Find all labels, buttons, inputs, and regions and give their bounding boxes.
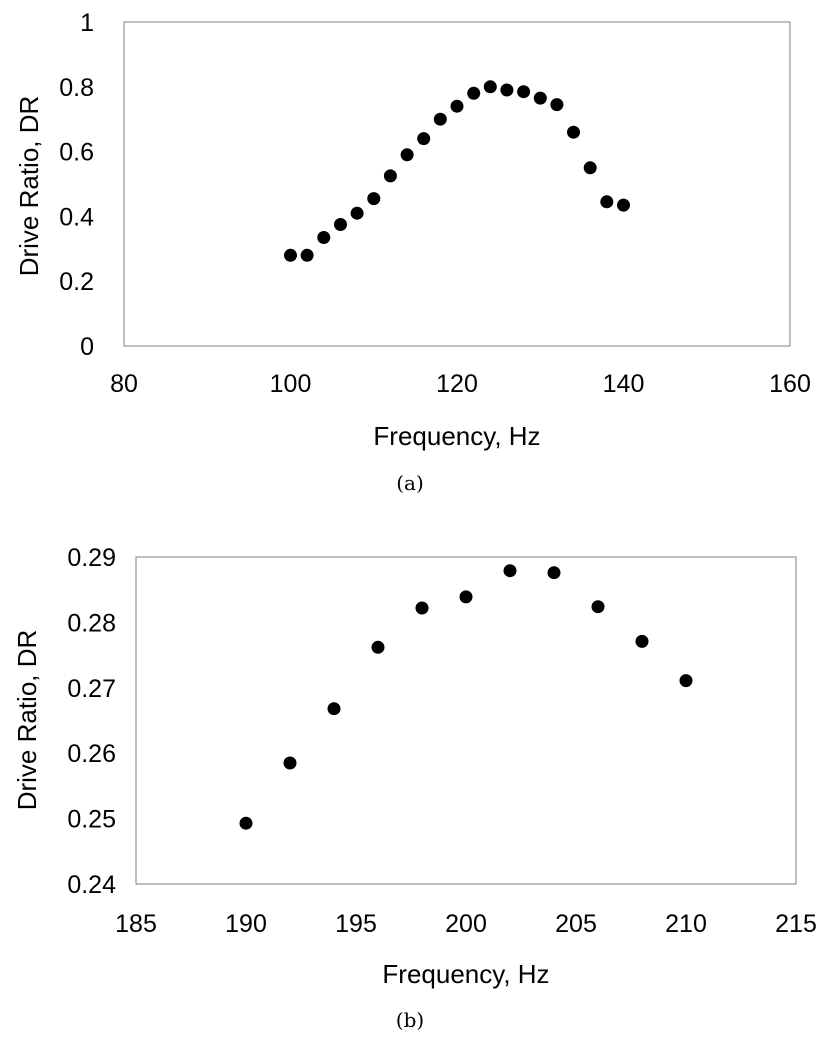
chart-b-y-tick-label: 0.27 [67, 675, 116, 703]
chart-a-data-point [483, 80, 497, 94]
chart-a-data-point [600, 195, 614, 209]
chart-a-data-point [450, 99, 464, 113]
chart-a-x-tick-labels: 80 100 120 140 160 [110, 370, 811, 398]
chart-a: 80 100 120 140 160 0 0.2 0.4 0.6 0.8 1 Frequency,… [14, 9, 811, 495]
chart-a-y-tick-label: 0.2 [59, 268, 94, 296]
chart-a-x-axis-title: Frequency, Hz [373, 421, 540, 451]
chart-b-data-point [547, 566, 561, 580]
chart-a-data-point [317, 231, 331, 244]
chart-a-y-axis-title: Drive Ratio, DR [14, 96, 44, 277]
chart-a-caption: (a) [396, 471, 424, 495]
chart-a-x-tick-label: 120 [436, 370, 478, 398]
chart-a-data-point [367, 192, 381, 206]
chart-a-data-point [433, 112, 447, 126]
chart-a-data-point [300, 248, 314, 262]
chart-a-data-point [383, 169, 397, 183]
chart-b-data-point [679, 674, 693, 688]
chart-b-y-tick-label: 0.28 [67, 609, 116, 637]
chart-a-data-point [467, 86, 481, 100]
chart-a-x-tick-label: 160 [769, 370, 811, 398]
chart-a-data-point [284, 248, 297, 262]
chart-b-y-tick-label: 0.24 [67, 871, 116, 899]
chart-a-data-point [533, 91, 547, 105]
chart-a-plot-frame [123, 21, 791, 347]
chart-a-data-point [334, 218, 347, 231]
chart-a-points [284, 80, 630, 262]
chart-a-y-tick-label: 0.6 [59, 139, 94, 167]
chart-a-x-tick-label: 80 [110, 370, 138, 398]
chart-a-data-point [567, 125, 580, 139]
chart-b-x-tick-label: 185 [115, 910, 157, 938]
chart-b-plot-frame [135, 556, 797, 885]
chart-b-data-point [591, 600, 605, 614]
chart-b-data-point [239, 816, 253, 830]
chart-b-x-tick-labels: 185 190 195 200 205 210 215 [115, 910, 817, 938]
chart-a-x-tick-label: 140 [603, 370, 645, 398]
chart-b-points [239, 564, 693, 830]
chart-a-data-point [500, 83, 514, 97]
chart-a-data-point [617, 198, 630, 212]
chart-a-data-point [417, 132, 431, 146]
chart-a-data-point [550, 98, 564, 112]
chart-a-y-tick-label: 1 [80, 9, 94, 37]
chart-b-x-tick-label: 215 [775, 910, 817, 938]
chart-b-data-point [283, 756, 297, 770]
chart-b-data-point [503, 564, 517, 578]
chart-a-y-tick-label: 0.8 [59, 74, 94, 102]
chart-b-x-tick-label: 205 [555, 910, 597, 938]
chart-a-y-tick-labels: 0 0.2 0.4 0.6 0.8 1 [59, 9, 94, 361]
chart-b: 185 190 195 200 205 210 215 0.240.250.260.270.… [12, 544, 817, 1032]
chart-a-data-point [583, 161, 597, 175]
chart-b-y-tick-label: 0.25 [67, 806, 116, 834]
chart-a-x-tick-label: 100 [270, 370, 312, 398]
chart-b-x-tick-label: 195 [335, 910, 377, 938]
chart-b-x-tick-label: 210 [665, 910, 707, 938]
chart-b-caption: (b) [396, 1008, 424, 1032]
chart-a-data-point [517, 85, 531, 99]
chart-a-data-point [400, 148, 414, 162]
chart-b-data-point [415, 601, 429, 615]
chart-a-y-tick-label: 0 [80, 333, 94, 361]
chart-b-data-point [371, 640, 385, 654]
chart-b-y-tick-label: 0.29 [67, 544, 116, 572]
chart-b-x-tick-label: 190 [225, 910, 267, 938]
chart-b-x-axis-title: Frequency, Hz [382, 959, 549, 989]
chart-b-x-tick-label: 200 [445, 910, 487, 938]
chart-b-data-point [635, 634, 649, 648]
chart-b-y-tick-labels: 0.24 0.25 0.26 0.27 0.28 0.29 [67, 544, 116, 899]
chart-a-data-point [350, 206, 364, 220]
chart-b-y-tick-label: 0.26 [67, 740, 116, 768]
chart-a-y-tick-label: 0.4 [59, 203, 94, 231]
chart-b-data-point [459, 590, 473, 604]
chart-b-y-axis-title: Drive Ratio, DR [12, 630, 42, 811]
chart-b-data-point [327, 702, 341, 716]
